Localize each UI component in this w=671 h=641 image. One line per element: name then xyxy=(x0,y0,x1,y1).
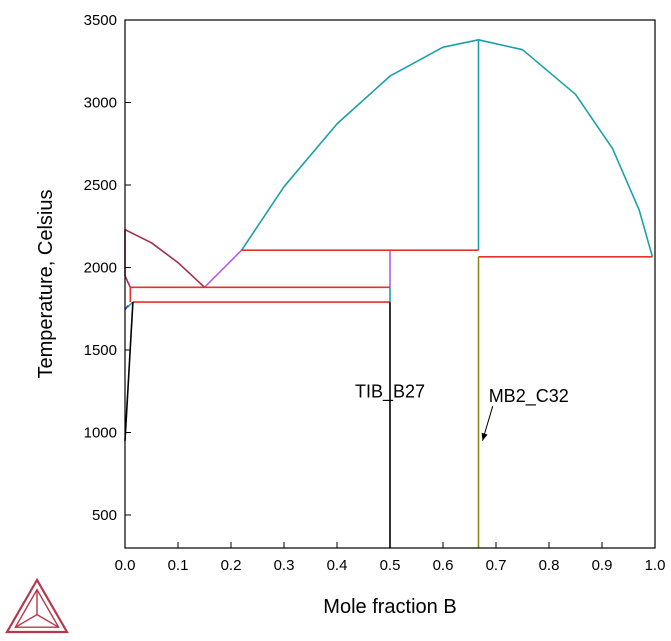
annotation-mb2-c32: MB2_C32 xyxy=(489,386,569,407)
phase-boundary-line-14 xyxy=(124,302,134,441)
annotation-tib-b27: TIB_B27 xyxy=(355,381,425,402)
x-tick-label: 0.9 xyxy=(592,557,613,574)
phase-boundary-line-6 xyxy=(203,249,243,288)
y-tick-label: 3500 xyxy=(84,12,117,29)
x-tick-label: 0.2 xyxy=(221,557,242,574)
logo-inner-triangle xyxy=(14,588,60,628)
y-tick-label: 3000 xyxy=(84,95,117,112)
annotation-arrow-head xyxy=(481,432,488,441)
x-tick-label: 0.5 xyxy=(380,557,401,574)
phase-boundary-line-0 xyxy=(240,38,654,258)
y-tick-label: 500 xyxy=(92,507,117,524)
logo-triangle xyxy=(5,577,69,634)
x-tick-label: 0.6 xyxy=(433,557,454,574)
y-tick-label: 1000 xyxy=(84,425,117,442)
y-tick-label: 2500 xyxy=(84,177,117,194)
x-tick-label: 1.0 xyxy=(645,557,666,574)
y-tick-label: 1500 xyxy=(84,342,117,359)
annotations: TIB_B27 MB2_C32 xyxy=(355,381,569,441)
x-tick-label: 0.3 xyxy=(274,557,295,574)
x-axis: 0.0 0.1 0.2 0.3 0.4 0.5 0.6 0.7 0.8 0.9 1.0 xyxy=(115,542,666,574)
y-axis: 500 1000 1500 2000 2500 3000 3500 xyxy=(84,12,131,524)
thermo-calc-logo xyxy=(5,577,69,634)
x-tick-label: 0.8 xyxy=(539,557,560,574)
phase-boundary-line-5 xyxy=(124,229,132,288)
logo-spoke xyxy=(36,614,59,628)
phase-boundary-line-4 xyxy=(124,228,206,288)
x-tick-label: 0.7 xyxy=(486,557,507,574)
y-axis-title: Temperature, Celsius xyxy=(35,190,57,379)
x-tick-label: 0.4 xyxy=(327,557,348,574)
x-tick-label: 0.0 xyxy=(115,557,136,574)
logo-spoke xyxy=(15,614,38,628)
phase-boundary-curves xyxy=(124,38,654,548)
x-axis-title: Mole fraction B xyxy=(323,596,456,618)
y-tick-label: 2000 xyxy=(84,260,117,277)
x-tick-label: 0.1 xyxy=(168,557,189,574)
